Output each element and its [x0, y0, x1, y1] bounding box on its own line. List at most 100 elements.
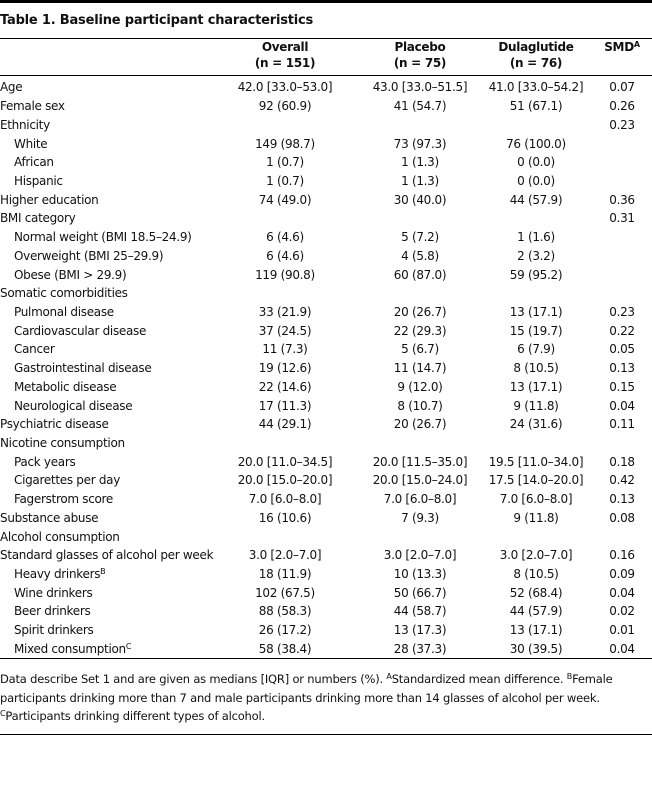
table-cell: 0.13: [609, 492, 635, 507]
row-label-text: Standard glasses of alcohol per week: [0, 548, 214, 563]
table-row: Ethnicity 0.23: [0, 115, 652, 134]
empty-cell: [480, 434, 592, 453]
table-cell: 7.0 [6.0–8.0]: [383, 492, 457, 507]
table-cell: 8 (10.5): [513, 567, 559, 582]
table-cell: 30 (40.0): [393, 192, 447, 207]
header-row: Overall (n = 151) Placebo (n = 75) Dulagluti…: [0, 38, 652, 76]
table-cell: 19 (12.6): [258, 361, 312, 376]
row-label-text: Age: [0, 80, 23, 95]
header-cell: Overall (n = 151): [210, 39, 360, 76]
table-cell: 9 (12.0): [397, 379, 443, 394]
table-cell: 0.02: [609, 604, 635, 619]
table-cell: 8 (10.7): [397, 398, 443, 413]
empty-cell: [210, 434, 360, 453]
row-label: Standard glasses of alcohol per week: [0, 546, 214, 565]
empty-cell: [592, 134, 652, 153]
row-label: Pack years: [0, 452, 210, 471]
row-label-text: Gastrointestinal disease: [14, 361, 152, 376]
table-row: Standard glasses of alcohol per week 3.0 …: [0, 546, 652, 565]
table-cell: 0.36: [609, 192, 635, 207]
table-cell: 60 (87.0): [393, 267, 447, 282]
table-row: White 149 (98.7) 73 (97.3) 76 (100.0): [0, 134, 652, 153]
empty-cell: [360, 115, 480, 134]
row-label: Psychiatric disease: [0, 415, 210, 434]
table-cell: 102 (67.5): [255, 585, 315, 600]
empty-cell: [360, 284, 480, 303]
table-row: BMI category 0.31: [0, 209, 652, 228]
table-cell: 44 (57.9): [509, 604, 563, 619]
table-cell: 22 (29.3): [393, 323, 447, 338]
table-cell: 42.0 [33.0–53.0]: [237, 80, 333, 95]
footnote-mark: C: [0, 709, 6, 718]
header-cell: Dulaglutide (n = 76): [480, 39, 592, 76]
column-n: (n = 76): [509, 56, 563, 70]
empty-cell: [210, 115, 360, 134]
empty-cell: [210, 209, 360, 228]
table-row: Age 42.0 [33.0–53.0] 43.0 [33.0–51.5] 41.0 …: [0, 76, 652, 97]
note-text: Standardized mean difference.: [391, 672, 564, 686]
table-row: Metabolic disease 22 (14.6) 9 (12.0) 13 (17…: [0, 378, 652, 397]
row-label-text: Pulmonal disease: [14, 304, 114, 319]
empty-cell: [480, 209, 592, 228]
empty-cell: [592, 246, 652, 265]
table-cell: 11 (14.7): [393, 361, 447, 376]
row-label: Heavy drinkersB: [0, 565, 210, 584]
note: CParticipants drinking different types o…: [0, 709, 265, 723]
header-cell: [0, 39, 210, 76]
row-label-text: Psychiatric disease: [0, 417, 109, 432]
row-label-text: Higher education: [0, 192, 99, 207]
table-row: Nicotine consumption: [0, 434, 652, 453]
table-cell: 20.0 [11.0–34.5]: [237, 454, 333, 469]
empty-cell: [592, 265, 652, 284]
row-label-text: Heavy drinkers: [14, 567, 101, 582]
table-cell: 0.16: [609, 548, 635, 563]
table-cell: 20.0 [15.0–24.0]: [372, 473, 468, 488]
table-title: Table 1. Baseline participant characteri…: [0, 13, 314, 28]
row-label-text: BMI category: [0, 211, 76, 226]
table-row: Cardiovascular disease 37 (24.5) 22 (29.3)…: [0, 321, 652, 340]
row-label-text: Substance abuse: [0, 510, 99, 525]
row-label-text: Fagerstrom score: [14, 492, 114, 507]
row-label: Pulmonal disease: [0, 303, 210, 322]
table-cell: 9 (11.8): [513, 398, 559, 413]
row-label-text: Obese (BMI > 29.9): [14, 267, 127, 282]
table-row: Wine drinkers 102 (67.5) 50 (66.7) 52 (68.4…: [0, 583, 652, 602]
note-text: Data describe Set 1 and are given as med…: [0, 672, 383, 686]
empty-cell: [210, 527, 360, 546]
table-cell: 76 (100.0): [506, 136, 566, 151]
table-cell: 0 (0.0): [517, 155, 555, 170]
column-title: Overall: [210, 39, 360, 55]
table-row: Beer drinkers 88 (58.3) 44 (58.7) 44 (57.9)…: [0, 602, 652, 621]
table-cell: 0 (0.0): [517, 173, 555, 188]
table-cell: 0.18: [609, 454, 635, 469]
table-cell: 10 (13.3): [393, 567, 447, 582]
table-header: Overall (n = 151) Placebo (n = 75) Dulagluti…: [0, 38, 652, 76]
table-row: Fagerstrom score 7.0 [6.0–8.0] 7.0 [6.0–8.…: [0, 490, 652, 509]
table-cell: 119 (90.8): [255, 267, 315, 282]
row-label-text: Alcohol consumption: [0, 529, 120, 544]
table-row: Overweight (BMI 25–29.9) 6 (4.6) 4 (5.8) 2 …: [0, 246, 652, 265]
table-cell: 0.31: [609, 211, 635, 226]
table-cell: 19.5 [11.0–34.0]: [488, 454, 584, 469]
row-label-text: Neurological disease: [14, 398, 133, 413]
row-label: Age: [0, 76, 210, 97]
table-cell: 4 (5.8): [401, 248, 439, 263]
table-row: Spirit drinkers 26 (17.2) 13 (17.3) 13 (17.…: [0, 621, 652, 640]
row-label-text: Spirit drinkers: [14, 623, 94, 638]
table-cell: 7.0 [6.0–8.0]: [248, 492, 322, 507]
table-cell: 30 (39.5): [509, 641, 563, 656]
table: Overall (n = 151) Placebo (n = 75) Dulagluti…: [0, 38, 652, 659]
table-cell: 0.09: [609, 567, 635, 582]
table-row: Mixed consumptionC 58 (38.4) 28 (37.3) 30 (…: [0, 640, 652, 659]
table-row: Pulmonal disease 33 (21.9) 20 (26.7) 13 (17…: [0, 303, 652, 322]
row-label: Normal weight (BMI 18.5–24.9): [0, 228, 210, 247]
table-cell: 3.0 [2.0–7.0]: [499, 548, 573, 563]
table-row: Pack years 20.0 [11.0–34.5] 20.0 [11.5–35.…: [0, 452, 652, 471]
row-label-text: Pack years: [14, 454, 76, 469]
table-row: Neurological disease 17 (11.3) 8 (10.7) 9 (…: [0, 396, 652, 415]
table-cell: 9 (11.8): [513, 510, 559, 525]
row-label: Alcohol consumption: [0, 527, 210, 546]
column-title-text: Overall: [261, 40, 309, 54]
bottom-rule: [0, 734, 652, 735]
table-cell: 0.04: [609, 585, 635, 600]
